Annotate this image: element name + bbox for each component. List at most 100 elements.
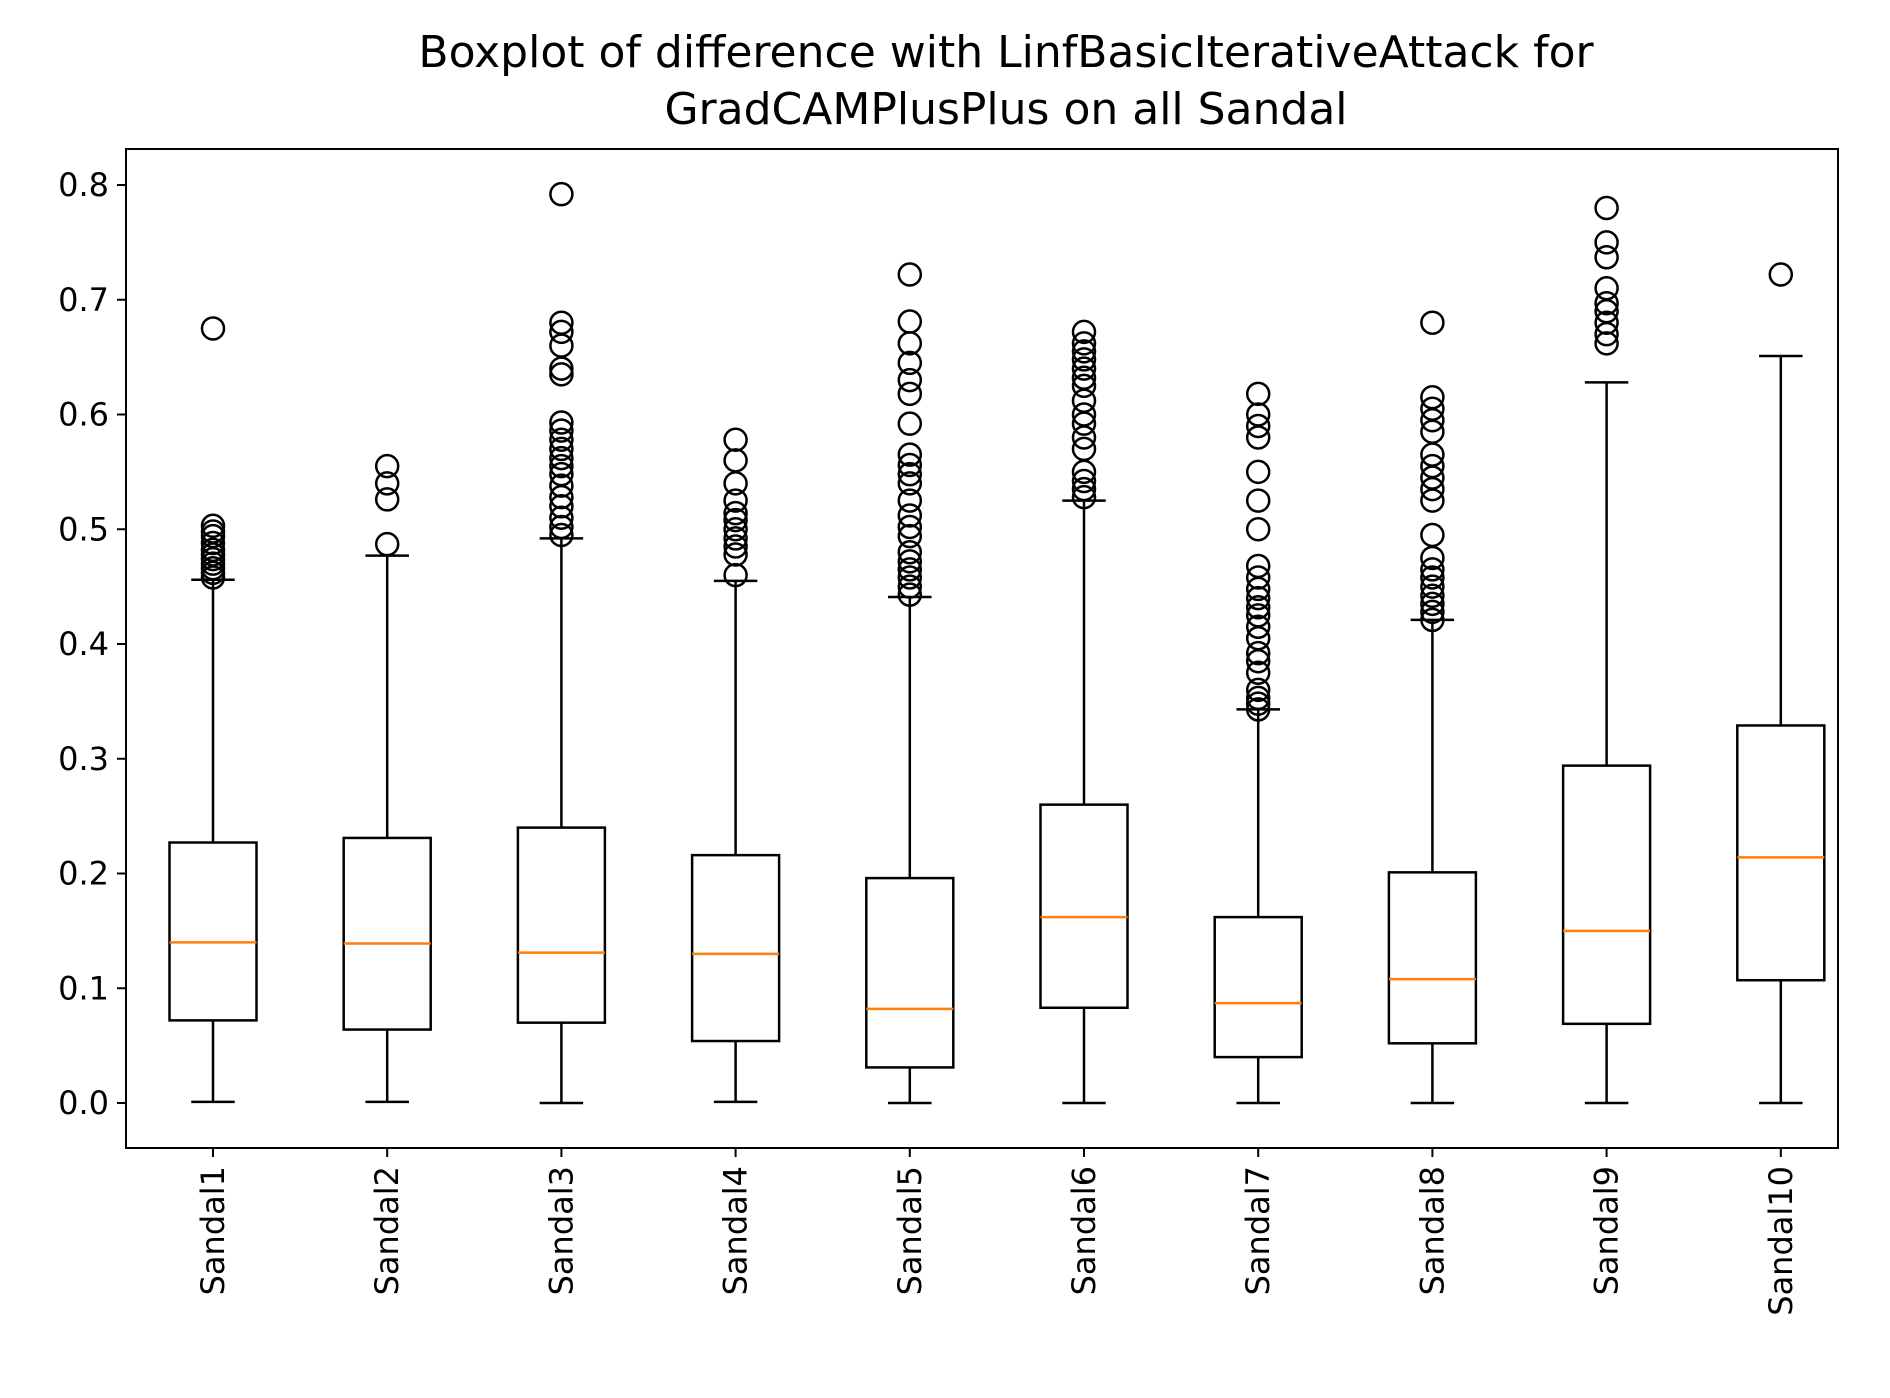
outlier-point (897, 411, 923, 436)
box-iqr (1561, 764, 1652, 1026)
y-tick-label: 0.5 (58, 510, 109, 548)
outlier-point (549, 514, 574, 540)
outlier-point (897, 442, 923, 467)
outlier-point (897, 557, 923, 582)
outlier-point (897, 367, 923, 393)
outlier-point (1071, 373, 1097, 399)
outlier-point (549, 418, 574, 443)
outlier-point (1420, 599, 1445, 625)
outlier-point (1594, 276, 1619, 301)
outlier-point (1594, 331, 1619, 356)
outlier-point (1245, 691, 1271, 716)
outlier-point (1071, 436, 1097, 462)
outlier-point (1245, 553, 1271, 579)
outlier-point (897, 309, 923, 334)
outlier-point (1071, 365, 1097, 391)
outlier-point (1071, 468, 1097, 494)
outlier-point (374, 453, 400, 479)
outlier-point (1071, 484, 1097, 510)
outlier-point (1245, 488, 1271, 513)
outlier-point (549, 310, 574, 335)
outlier-point (1245, 614, 1271, 640)
outlier-point (549, 473, 574, 498)
outlier-point (897, 488, 923, 513)
x-tick-label: Sandal10 (1762, 1166, 1800, 1316)
box-iqr (865, 876, 955, 1069)
y-tick-label: 0.3 (58, 740, 109, 778)
outlier-point (1245, 585, 1271, 611)
outlier-point (897, 452, 923, 478)
outlier-point (1420, 591, 1445, 617)
outlier-point (1245, 517, 1271, 542)
outlier-point (723, 534, 748, 559)
outlier-point (1420, 453, 1445, 479)
y-tick-label: 0.7 (58, 281, 109, 319)
outlier-point (1071, 476, 1097, 502)
outlier-point (1071, 347, 1097, 372)
outlier-point (897, 461, 923, 487)
outlier-point (1594, 195, 1619, 221)
outlier-point (897, 471, 923, 496)
outlier-point (549, 445, 574, 471)
outlier-point (723, 448, 748, 473)
chart-title-line-1: Boxplot of difference with LinfBasicIter… (418, 27, 1594, 78)
box-group (342, 453, 432, 1104)
y-tick-label: 0.4 (58, 625, 109, 663)
outlier-point (549, 356, 574, 381)
x-axis: Sandal1 Sandal2 Sandal3 Sandal4 Sandal5 Sanda… (194, 1148, 1800, 1316)
outlier-point (549, 453, 574, 479)
outlier-point (1245, 603, 1271, 628)
outlier-point (374, 531, 400, 557)
outlier-point (897, 574, 923, 599)
outlier-point (200, 530, 226, 556)
box-iqr (1213, 915, 1303, 1059)
outlier-point (1245, 459, 1271, 485)
x-tick-label: Sandal3 (542, 1166, 580, 1295)
y-axis: 0.0 0.1 0.2 0.3 0.4 0.5 0.6 0.7 0.8 (58, 166, 126, 1122)
box-group (1736, 262, 1826, 1105)
outlier-point (1420, 522, 1445, 548)
outlier-point (1594, 310, 1619, 335)
outlier-point (1071, 319, 1097, 345)
box-group (1039, 319, 1129, 1105)
box-series (168, 181, 1826, 1105)
outlier-point (897, 582, 923, 607)
outlier-point (1420, 310, 1445, 335)
outlier-point (549, 410, 574, 435)
y-tick-label: 0.1 (58, 969, 109, 1007)
outlier-point (200, 513, 226, 539)
x-tick-label: Sandal5 (891, 1166, 929, 1295)
outlier-point (1420, 385, 1445, 410)
x-tick-label: Sandal7 (1239, 1166, 1277, 1295)
outlier-point (549, 522, 574, 548)
outlier-point (200, 316, 226, 341)
outlier-point (1245, 697, 1271, 722)
outlier-point (897, 549, 923, 574)
outlier-point (1594, 230, 1619, 255)
box-group (1387, 310, 1478, 1105)
outlier-point (1245, 595, 1271, 620)
box-group (516, 181, 607, 1105)
outlier-point (200, 537, 226, 563)
outlier-point (549, 181, 574, 207)
outlier-point (897, 262, 923, 287)
outlier-point (723, 526, 748, 551)
box-group (168, 316, 258, 1104)
outlier-point (549, 461, 574, 487)
outlier-point (1071, 356, 1097, 381)
outlier-point (897, 503, 923, 528)
outlier-point (200, 519, 226, 544)
x-tick-label: Sandal1 (194, 1166, 232, 1295)
outlier-point (1245, 413, 1271, 439)
outlier-point (1245, 565, 1271, 590)
box-iqr (168, 841, 258, 1022)
outlier-point (723, 488, 748, 513)
outlier-point (723, 471, 748, 496)
outlier-point (723, 500, 748, 526)
outlier-point (549, 505, 574, 531)
outlier-point (723, 427, 748, 452)
box-group (865, 262, 955, 1105)
outlier-point (1594, 245, 1619, 270)
outlier-point (549, 362, 574, 387)
